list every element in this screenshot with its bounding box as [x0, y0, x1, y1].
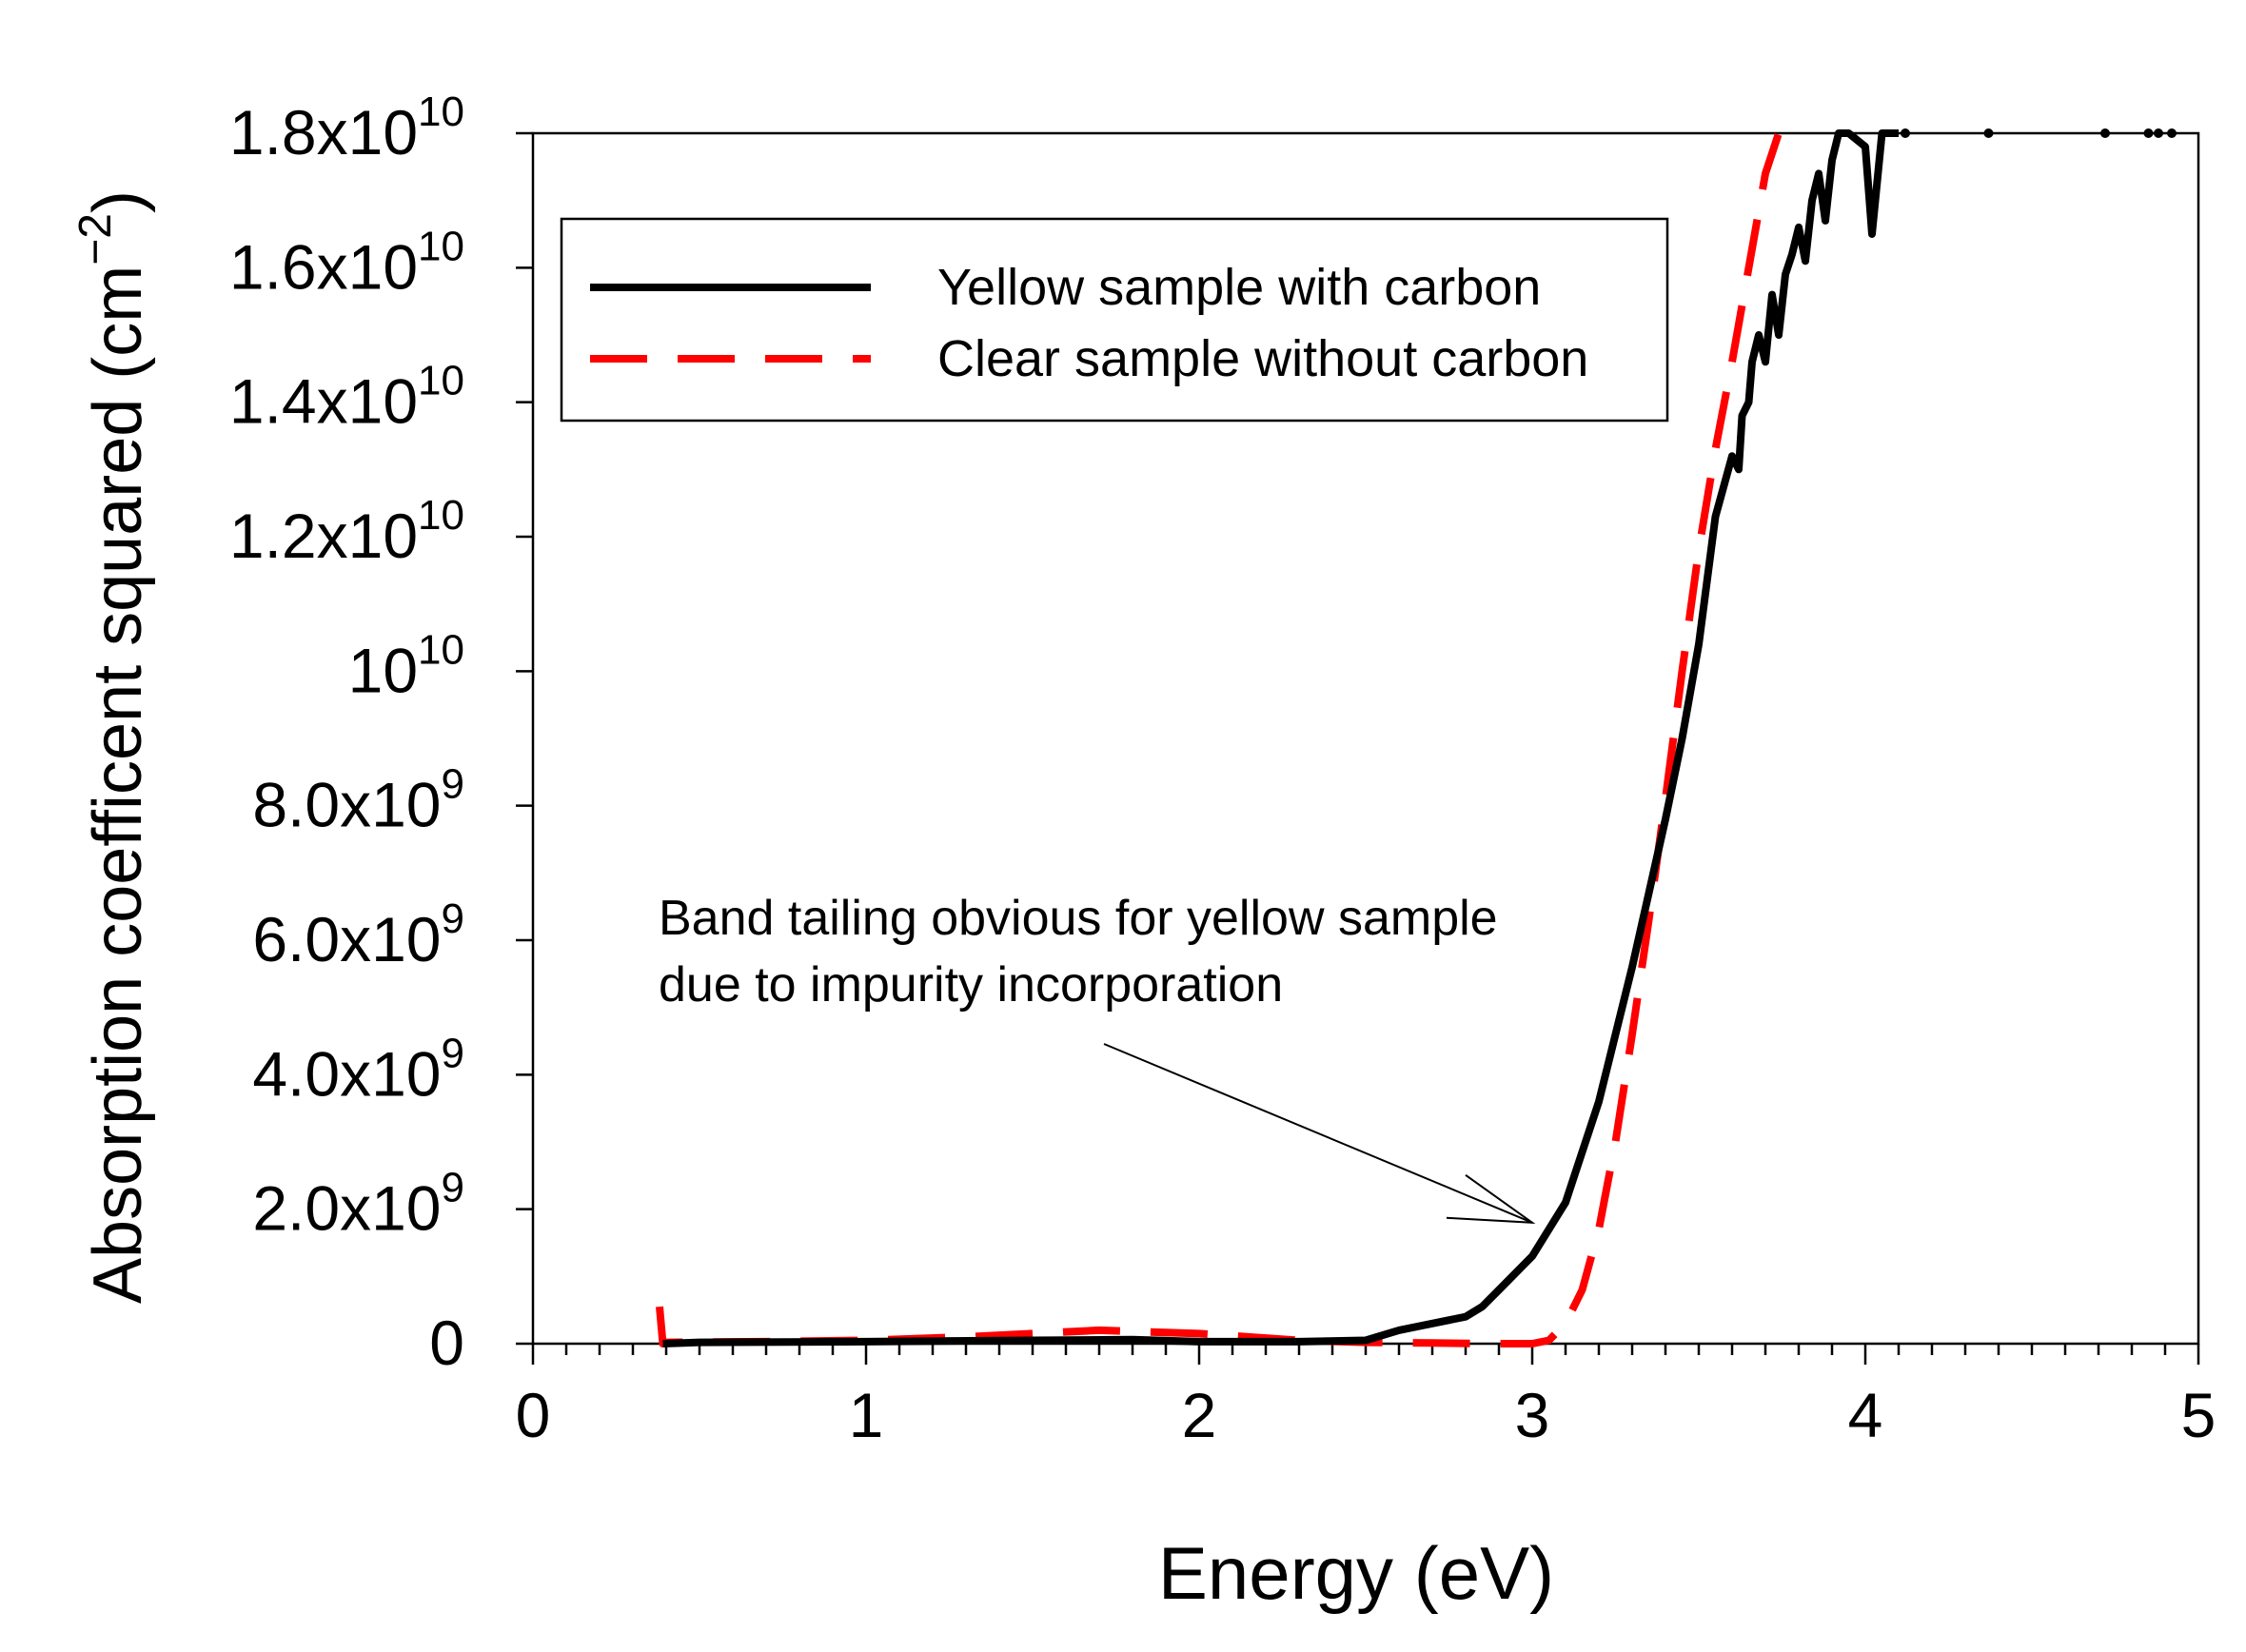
data-point [2143, 128, 2154, 138]
series-layer [656, 128, 2177, 1347]
y-tick-label-exponent: 9 [442, 1030, 464, 1076]
y-tick-label-base: 1.4x10 [229, 366, 418, 437]
annotation-arrow [1103, 1043, 1533, 1224]
y-tick-label-base: 2.0x10 [252, 1173, 441, 1244]
x-tick-label: 4 [1848, 1380, 1883, 1450]
legend-label-yellow: Yellow sample with carbon [937, 259, 1541, 316]
legend-label-clear: Clear sample without carbon [937, 330, 1588, 387]
x-axis-title: Energy (eV) [1158, 1531, 1554, 1615]
y-tick-label-exponent: 9 [442, 895, 464, 942]
y-tick-label-exponent: 10 [418, 492, 464, 539]
y-tick-label-exponent: 10 [418, 88, 464, 135]
y-tick-label: 1010 [348, 626, 464, 705]
y-tick-label-exponent: 10 [418, 223, 464, 269]
y-tick-label-base: 10 [348, 635, 418, 705]
x-axis: 0 1 2 3 4 5 [516, 1344, 2216, 1450]
y-tick-label-base: 0 [429, 1308, 464, 1378]
annotation: Band tailing obvious for yellow sample d… [659, 891, 1536, 1224]
annotation-text-line2: due to impurity incorporation [659, 957, 1283, 1013]
y-tick-label: 6.0x109 [252, 895, 464, 974]
y-axis: 02.0x1094.0x1096.0x1098.0x10910101.2x101… [229, 88, 533, 1378]
data-point [1901, 128, 1910, 138]
y-tick-label: 4.0x109 [252, 1030, 464, 1109]
y-axis-title-close: ) [80, 190, 156, 213]
data-point [2167, 128, 2177, 138]
data-point [2154, 128, 2163, 138]
y-axis-title-main: Absorption coefficent squared (cm [80, 266, 156, 1304]
y-tick-label: 2.0x109 [252, 1165, 464, 1244]
y-tick-label-exponent: 9 [442, 1165, 464, 1211]
y-tick-label: 1.2x1010 [229, 492, 464, 571]
y-tick-label-base: 1.6x10 [229, 231, 418, 302]
y-tick-label-exponent: 10 [418, 626, 464, 673]
y-tick-label: 1.6x1010 [229, 223, 464, 302]
y-tick-label: 8.0x109 [252, 761, 464, 840]
y-tick-label: 1.8x1010 [229, 88, 464, 167]
x-tick-label: 2 [1182, 1380, 1217, 1450]
y-tick-label: 0 [429, 1308, 464, 1378]
annotation-text-line1: Band tailing obvious for yellow sample [659, 891, 1498, 946]
y-axis-title: Absorption coefficent squared (cm−2) [70, 190, 156, 1304]
y-tick-label-exponent: 9 [442, 761, 464, 808]
x-tick-label: 1 [849, 1380, 884, 1450]
y-tick-label-base: 1.8x10 [229, 97, 418, 167]
x-tick-label: 0 [516, 1380, 551, 1450]
y-tick-label-exponent: 10 [418, 358, 464, 404]
annotation-arrowhead [1446, 1173, 1536, 1224]
y-tick-label-base: 8.0x10 [252, 770, 441, 840]
y-tick-label-base: 1.2x10 [229, 501, 418, 571]
legend-box [560, 217, 1669, 423]
y-tick-label: 1.4x1010 [229, 358, 464, 437]
x-tick-label: 5 [2181, 1380, 2216, 1450]
data-point [1983, 128, 1994, 138]
series-line-yellow-sample [662, 129, 1899, 1347]
y-axis-title-superscript: −2 [70, 213, 121, 266]
legend: Yellow sample with carbon Clear sample w… [560, 217, 1669, 423]
x-tick-label: 3 [1515, 1380, 1550, 1450]
data-point [2100, 128, 2110, 138]
y-tick-label-base: 4.0x10 [252, 1038, 441, 1109]
y-tick-label-base: 6.0x10 [252, 904, 441, 974]
